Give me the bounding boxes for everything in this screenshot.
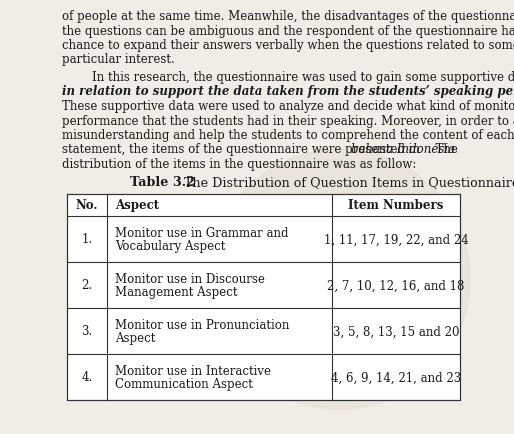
Text: Management Aspect: Management Aspect — [115, 285, 237, 298]
Text: Item Numbers: Item Numbers — [348, 199, 444, 212]
Text: Monitor use in Discourse: Monitor use in Discourse — [115, 273, 265, 285]
Text: bahasa Indonesia: bahasa Indonesia — [351, 143, 455, 156]
Text: Monitor use in Pronunciation: Monitor use in Pronunciation — [115, 318, 289, 331]
Circle shape — [210, 150, 470, 409]
Text: Monitor use in Interactive: Monitor use in Interactive — [115, 364, 271, 377]
Text: Aspect: Aspect — [115, 331, 155, 344]
Text: of people at the same time. Meanwhile, the disadvantages of the questionnaire ar: of people at the same time. Meanwhile, t… — [62, 10, 514, 23]
Text: particular interest.: particular interest. — [62, 53, 175, 66]
Text: 2.: 2. — [81, 279, 93, 292]
Text: . The: . The — [428, 143, 458, 156]
Text: The Distribution of Question Items in Questionnaire: The Distribution of Question Items in Qu… — [180, 176, 514, 189]
Text: 3, 5, 8, 13, 15 and 20: 3, 5, 8, 13, 15 and 20 — [333, 325, 459, 338]
Text: No.: No. — [76, 199, 98, 212]
Text: 4.: 4. — [81, 371, 93, 384]
Text: statement, the items of the questionnaire were presented in: statement, the items of the questionnair… — [62, 143, 424, 156]
Text: Vocabulary Aspect: Vocabulary Aspect — [115, 240, 225, 253]
Text: Communication Aspect: Communication Aspect — [115, 377, 253, 390]
Text: Monitor use in Grammar and: Monitor use in Grammar and — [115, 227, 288, 240]
Text: 4, 6, 9, 14, 21, and 23: 4, 6, 9, 14, 21, and 23 — [331, 371, 461, 384]
Text: Aspect: Aspect — [115, 199, 159, 212]
Text: These supportive data were used to analyze and decide what kind of monitor: These supportive data were used to analy… — [62, 100, 514, 113]
Text: In this research, the questionnaire was used to gain some supportive data: In this research, the questionnaire was … — [62, 71, 514, 84]
Text: performance that the students had in their speaking. Moreover, in order to avoid: performance that the students had in the… — [62, 114, 514, 127]
Text: 1, 11, 17, 19, 22, and 24: 1, 11, 17, 19, 22, and 24 — [324, 233, 468, 246]
Text: 1.: 1. — [81, 233, 93, 246]
Text: chance to expand their answers verbally when the questions related to some: chance to expand their answers verbally … — [62, 39, 514, 52]
Text: distribution of the items in the questionnaire was as follow:: distribution of the items in the questio… — [62, 158, 416, 171]
Text: misunderstanding and help the students to comprehend the content of each: misunderstanding and help the students t… — [62, 129, 514, 141]
Text: 3.: 3. — [81, 325, 93, 338]
Text: the questions can be ambiguous and the respondent of the questionnaire has no: the questions can be ambiguous and the r… — [62, 24, 514, 37]
Text: Table 3.2: Table 3.2 — [130, 176, 195, 189]
Text: in relation to support the data taken from the students’ speaking performance.: in relation to support the data taken fr… — [62, 85, 514, 98]
Text: 2, 7, 10, 12, 16, and 18: 2, 7, 10, 12, 16, and 18 — [327, 279, 465, 292]
Bar — [67, 194, 460, 400]
